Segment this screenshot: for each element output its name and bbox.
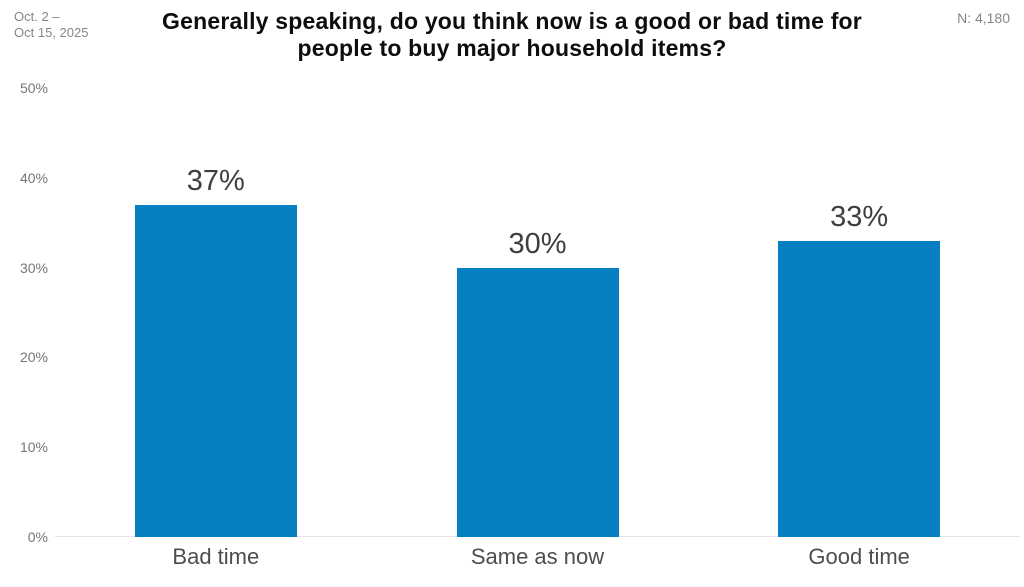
bar-good-time (778, 240, 941, 537)
y-axis-tick-label: 0% (27, 529, 48, 545)
x-axis-category-label: Good time (808, 544, 910, 569)
x-axis-category-label: Bad time (172, 544, 260, 569)
bar-same-as-now (456, 267, 619, 537)
date-range-line2: Oct 15, 2025 (14, 25, 89, 40)
sample-size-label: N: 4,180 (957, 10, 1010, 26)
date-range-line1: Oct. 2 – (14, 9, 60, 24)
bar-bad-time (134, 204, 297, 537)
x-axis-category-label: Same as now (470, 544, 605, 569)
chart-title-line1: Generally speaking, do you think now is … (162, 8, 862, 34)
bar-value-label: 30% (508, 227, 567, 260)
chart-title: Generally speaking, do you think now is … (0, 8, 1024, 62)
bar-value-label: 37% (186, 164, 245, 197)
bar-value-label: 33% (830, 200, 889, 233)
chart-title-line2: people to buy major household items? (297, 35, 727, 61)
y-axis-tick-label: 50% (19, 80, 48, 96)
date-range-label: Oct. 2 – Oct 15, 2025 (14, 9, 88, 41)
y-axis-tick-label: 30% (19, 259, 48, 276)
y-axis-tick-label: 10% (19, 439, 48, 456)
y-axis-tick-label: 20% (19, 349, 48, 366)
y-axis-tick-label: 40% (19, 169, 48, 186)
